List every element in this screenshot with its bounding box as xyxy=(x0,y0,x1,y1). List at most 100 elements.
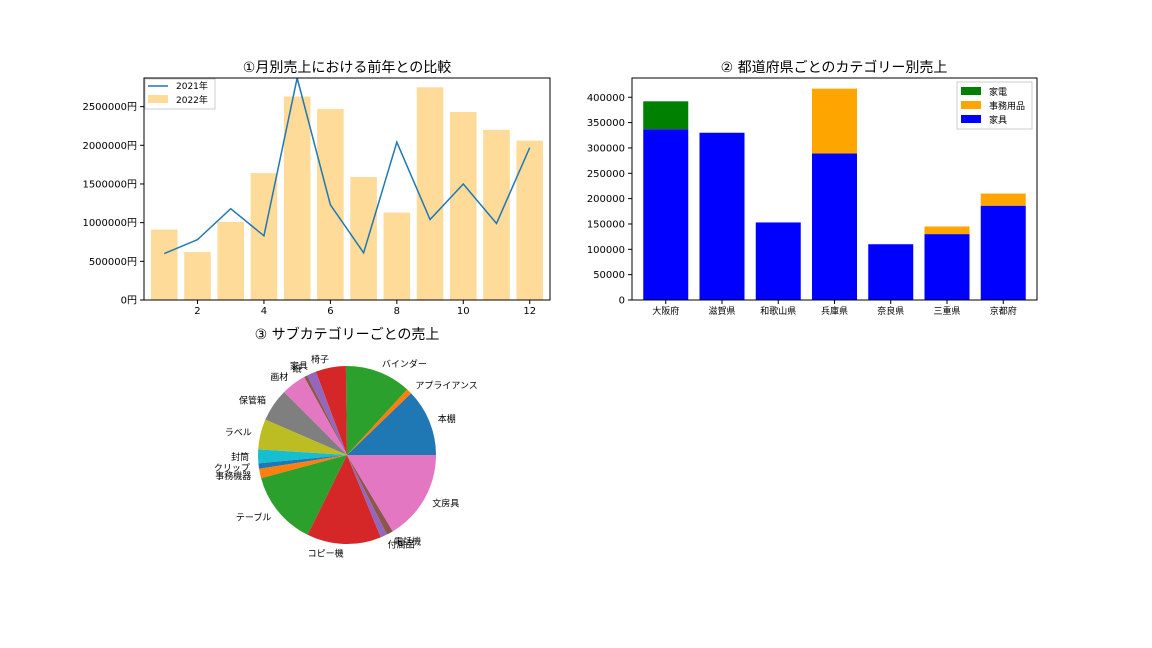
bar-2022-month-7 xyxy=(350,177,377,300)
x-tick-label: 奈良県 xyxy=(877,305,904,317)
pie-label: 家具 xyxy=(290,360,308,372)
y-tick-label: 150000 xyxy=(587,219,625,230)
pie-slice-封筒 xyxy=(258,449,347,464)
pie-slice-文房具 xyxy=(347,455,436,532)
bar-2022-month-9 xyxy=(416,87,444,300)
legend-swatch xyxy=(961,87,981,95)
y-tick-label: 350000 xyxy=(587,118,625,129)
bar-2022-month-11 xyxy=(483,129,510,300)
bar-segment-三重県-事務用品 xyxy=(924,226,970,235)
bar-segment-三重県-家具 xyxy=(924,234,970,300)
pie-label: 事務機器 xyxy=(215,470,251,482)
x-tick-label: 4 xyxy=(261,306,267,317)
monthly-sales-chart: ①月別売上における前年との比較 2 4 6 8 10 12 0円 500000円 100000… xyxy=(82,59,551,317)
y-tick-label: 2500000円 xyxy=(82,102,137,113)
x-tick-label: 8 xyxy=(394,306,400,317)
x-tick-label: 京都府 xyxy=(990,305,1017,317)
pie-slice-クリップ xyxy=(258,455,347,469)
legend-label-2021: 2021年 xyxy=(176,80,208,92)
legend-box xyxy=(144,78,216,110)
bar-2022-month-5 xyxy=(283,96,311,301)
y-tick-label: 100000 xyxy=(587,245,625,256)
chart-title: ② 都道府県ごとのカテゴリー別売上 xyxy=(721,59,948,76)
bar-segment-京都府-事務用品 xyxy=(980,193,1026,206)
legend-swatch xyxy=(961,101,981,109)
x-tick-label: 大阪府 xyxy=(652,305,679,317)
y-tick-label: 300000 xyxy=(587,143,625,154)
legend-label: 家電 xyxy=(989,86,1007,98)
y-tick-label: 1500000円 xyxy=(82,179,137,190)
legend-label: 家具 xyxy=(989,114,1007,126)
pie-slice-ラベル xyxy=(258,419,347,455)
pie-label: 封筒 xyxy=(231,451,249,463)
legend-swatch-2022 xyxy=(148,95,168,103)
line-2021 xyxy=(163,77,531,255)
bar-segment-兵庫県-家具 xyxy=(812,153,857,300)
pie-slice-紙 xyxy=(304,375,347,455)
bar-segment-大阪府-家具 xyxy=(643,129,689,300)
bar-2022-month-12 xyxy=(516,140,544,300)
bar-2022-month-10 xyxy=(449,112,477,300)
bar-2022-month-8 xyxy=(383,212,411,300)
pie-slice-家具 xyxy=(307,371,347,455)
pie-slice-保管箱 xyxy=(265,392,347,455)
pie-label: 画材 xyxy=(270,371,288,383)
legend: 2021年 2022年 xyxy=(144,78,216,110)
x-tick-label: 三重県 xyxy=(933,305,960,317)
legend-swatch xyxy=(961,115,981,123)
x-tick-label: 和歌山県 xyxy=(760,305,796,317)
legend-label-2022: 2022年 xyxy=(176,94,208,106)
y-tick-label: 50000 xyxy=(593,270,625,281)
bar-segment-大阪府-家電 xyxy=(643,101,689,130)
plot-area-frame xyxy=(143,77,551,301)
pie-label: 文房具 xyxy=(432,498,459,510)
bar-2022-month-3 xyxy=(217,221,245,300)
y-tick-label: 0円 xyxy=(121,296,137,307)
pie-slice-画材 xyxy=(284,377,347,455)
pie-slice-コピー機 xyxy=(307,455,381,544)
y-tick-label: 250000 xyxy=(587,169,625,180)
x-tick-label: 兵庫県 xyxy=(821,305,848,317)
chart-title: ①月別売上における前年との比較 xyxy=(243,59,451,76)
x-tick-label: 6 xyxy=(327,306,333,317)
pie-slice-本棚 xyxy=(347,393,437,455)
pie-slice-事務機器 xyxy=(259,455,347,479)
chart-title: ③ サブカテゴリーごとの売上 xyxy=(255,326,440,343)
pie-slice-電話機 xyxy=(347,455,393,535)
y-tick-label: 0 xyxy=(619,296,625,307)
pie-slice-椅子 xyxy=(315,366,347,455)
bar-segment-奈良県-家具 xyxy=(868,244,914,300)
pie-label: 椅子 xyxy=(311,353,329,365)
bar-segment-滋賀県-家具 xyxy=(699,132,745,300)
bar-segment-京都府-家具 xyxy=(980,205,1026,300)
pie-label: 電話機 xyxy=(394,535,421,547)
x-tick-label: 10 xyxy=(457,306,470,317)
pie-label: ラベル xyxy=(225,428,252,439)
pie-label: 保管箱 xyxy=(239,394,266,406)
pie-label: クリップ xyxy=(214,463,250,474)
pie-label: テーブル xyxy=(236,512,271,524)
y-tick-label: 2000000円 xyxy=(82,141,137,152)
y-tick-label: 400000 xyxy=(587,93,625,104)
y-tick-label: 500000円 xyxy=(89,257,137,268)
pie-label: 付属品 xyxy=(388,540,415,551)
pie-slice-テーブル xyxy=(261,455,347,535)
bar-2022-month-2 xyxy=(184,252,211,300)
prefecture-category-chart: ② 都道府県ごとのカテゴリー別売上 大阪府 滋賀県 和歌山県 兵庫県 奈良県 三重県 京都府… xyxy=(587,59,1038,317)
y-tick-label: 1000000円 xyxy=(82,218,137,229)
y-tick-label: 200000 xyxy=(587,194,625,205)
pie-slice-アプライアンス xyxy=(347,389,412,455)
pie-label: アプライアンス xyxy=(415,380,477,391)
pie-slice-付属品 xyxy=(347,455,387,538)
subcategory-pie-chart: ③ サブカテゴリーごとの売上 本棚 アプライアンス バインダー 椅子家具紙画材保管箱ラ… xyxy=(214,326,478,559)
pie-label: コピー機 xyxy=(308,547,344,559)
x-tick-label: 2 xyxy=(194,306,200,317)
x-tick-label: 滋賀県 xyxy=(708,305,735,317)
x-tick-label: 12 xyxy=(523,306,536,317)
pie-label: 紙 xyxy=(292,363,301,375)
pie-label: 本棚 xyxy=(438,413,456,425)
pie-label: バインダー xyxy=(382,358,427,370)
pie-slice-バインダー xyxy=(345,366,408,455)
